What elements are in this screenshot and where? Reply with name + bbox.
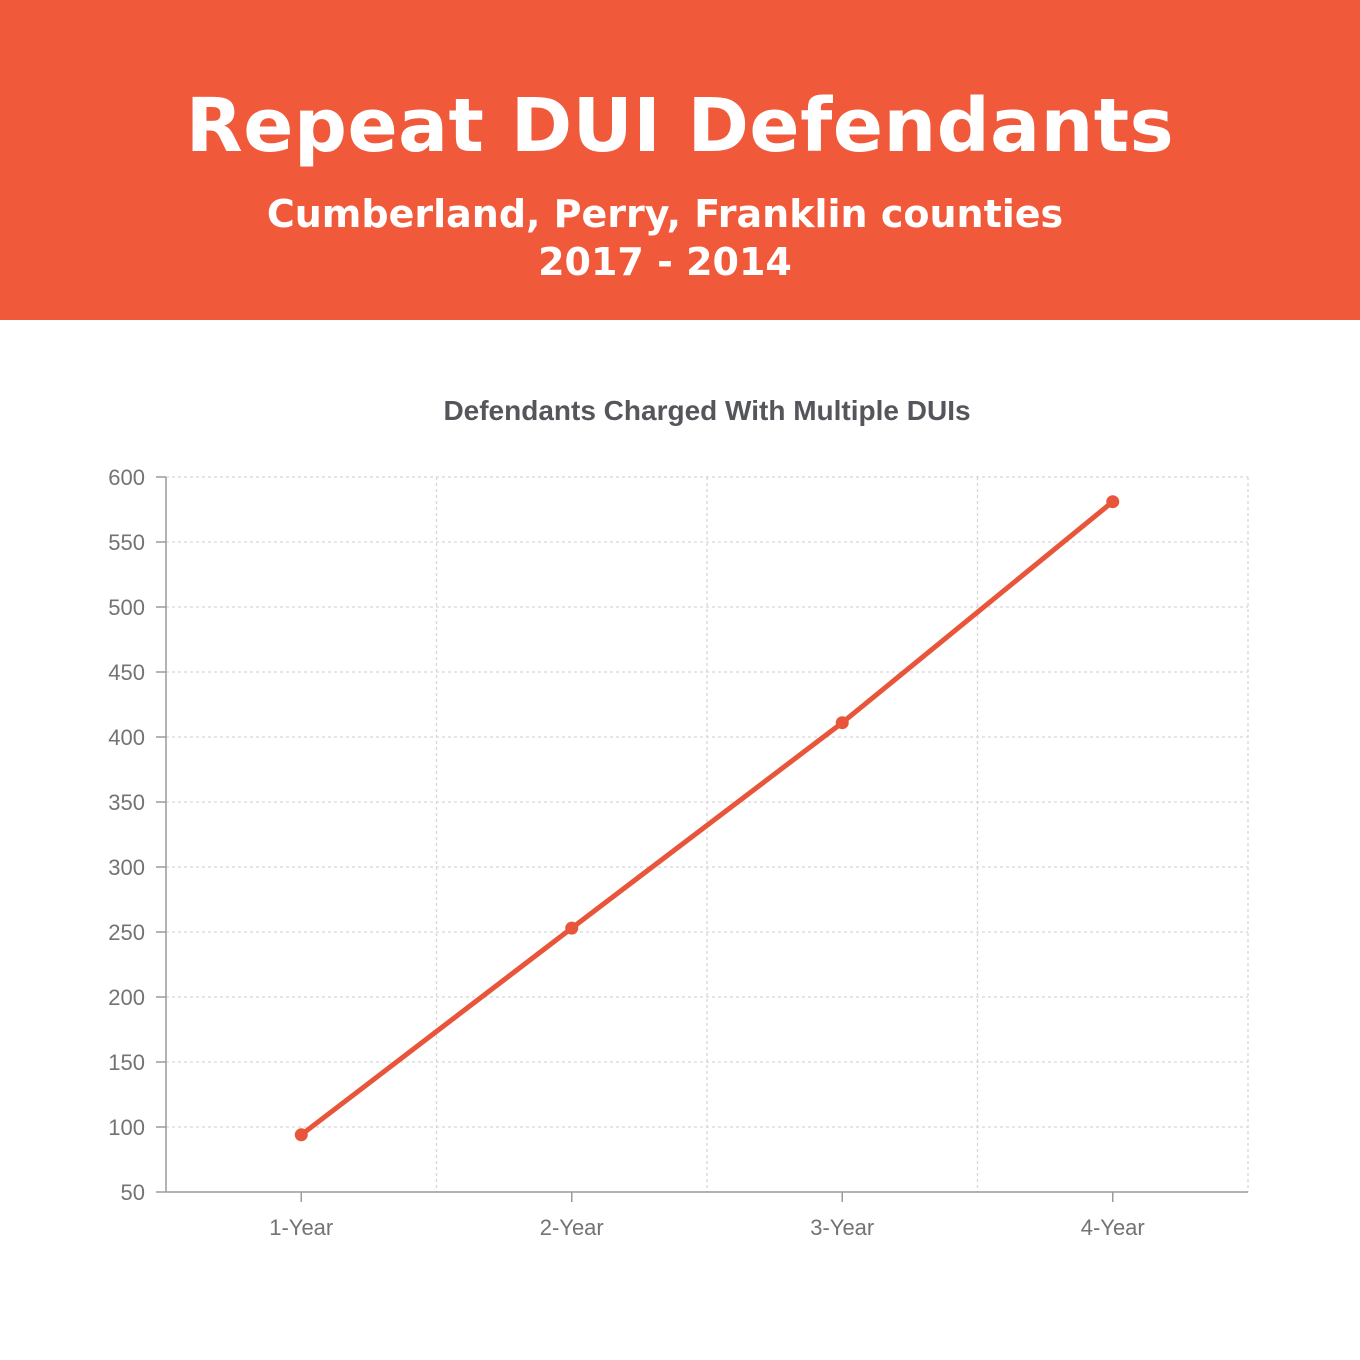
data-point <box>1106 495 1120 509</box>
y-tick-label: 50 <box>121 1180 145 1205</box>
x-tick-label: 2-Year <box>540 1215 604 1240</box>
series-line <box>298 499 1116 1138</box>
y-tick-label: 600 <box>108 465 145 490</box>
x-tick-label: 3-Year <box>810 1215 874 1240</box>
series-layer <box>294 495 1120 1142</box>
line-chart: Defendants Charged With Multiple DUIs 50… <box>108 395 1249 1240</box>
data-point <box>294 1128 308 1142</box>
page-subtitle-years: 2017 - 2014 <box>538 240 792 284</box>
y-tick-label: 200 <box>108 985 145 1010</box>
x-tick-label: 1-Year <box>269 1215 333 1240</box>
y-tick-label: 500 <box>108 595 145 620</box>
y-tick-label: 100 <box>108 1115 145 1140</box>
axes: 50 100 150 200 250 300 350 400 450 500 550 600 1-Yea… <box>108 465 1248 1240</box>
chart-title: Defendants Charged With Multiple DUIs <box>443 395 970 426</box>
y-tick-label: 150 <box>108 1050 145 1075</box>
page-subtitle-counties: Cumberland, Perry, Franklin counties <box>266 192 1064 236</box>
data-point <box>565 921 579 935</box>
header-banner: Repeat DUI Defendants Cumberland, Perry,… <box>0 0 1360 320</box>
y-tick-label: 300 <box>108 855 145 880</box>
x-tick-label: 4-Year <box>1081 1215 1145 1240</box>
y-tick-label: 450 <box>108 660 145 685</box>
y-tick-label: 550 <box>108 530 145 555</box>
data-point <box>835 716 849 730</box>
y-tick-label: 250 <box>108 920 145 945</box>
y-tick-label: 400 <box>108 725 145 750</box>
page-title: Repeat DUI Defendants <box>185 83 1175 169</box>
y-tick-label: 350 <box>108 790 145 815</box>
gridlines <box>166 476 1249 1192</box>
